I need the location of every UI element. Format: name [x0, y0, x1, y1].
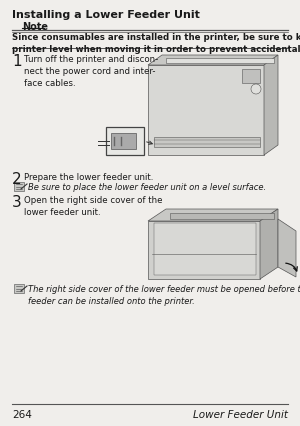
Text: Prepare the lower feeder unit.: Prepare the lower feeder unit. — [24, 173, 153, 181]
Text: Lower Feeder Unit: Lower Feeder Unit — [193, 409, 288, 419]
Polygon shape — [154, 224, 256, 275]
Text: Turn off the printer and discon-
nect the power cord and inter-
face cables.: Turn off the printer and discon- nect th… — [24, 55, 158, 88]
Text: 264: 264 — [12, 409, 32, 419]
Polygon shape — [148, 222, 260, 279]
Text: Be sure to place the lower feeder unit on a level surface.: Be sure to place the lower feeder unit o… — [28, 183, 266, 192]
Text: Note: Note — [22, 22, 48, 32]
Bar — [106, 128, 144, 155]
Polygon shape — [148, 66, 264, 155]
Text: The right side cover of the lower feeder must be opened before the
feeder can be: The right side cover of the lower feeder… — [28, 284, 300, 305]
Bar — [14, 183, 24, 192]
Polygon shape — [166, 59, 274, 64]
Polygon shape — [278, 219, 296, 277]
Polygon shape — [170, 213, 274, 219]
Bar — [242, 70, 260, 84]
Bar — [14, 284, 24, 294]
Bar — [154, 138, 260, 148]
Polygon shape — [148, 56, 278, 66]
Polygon shape — [264, 56, 278, 155]
Text: 1: 1 — [12, 54, 22, 69]
Circle shape — [251, 85, 261, 95]
Text: Installing a Lower Feeder Unit: Installing a Lower Feeder Unit — [12, 10, 200, 20]
Text: 2: 2 — [12, 172, 22, 187]
Text: 3: 3 — [12, 195, 22, 210]
Polygon shape — [260, 210, 278, 279]
Polygon shape — [111, 134, 136, 150]
Text: Since consumables are installed in the printer, be sure to keep the
printer leve: Since consumables are installed in the p… — [12, 33, 300, 54]
Text: Open the right side cover of the
lower feeder unit.: Open the right side cover of the lower f… — [24, 196, 163, 217]
Polygon shape — [148, 210, 278, 222]
